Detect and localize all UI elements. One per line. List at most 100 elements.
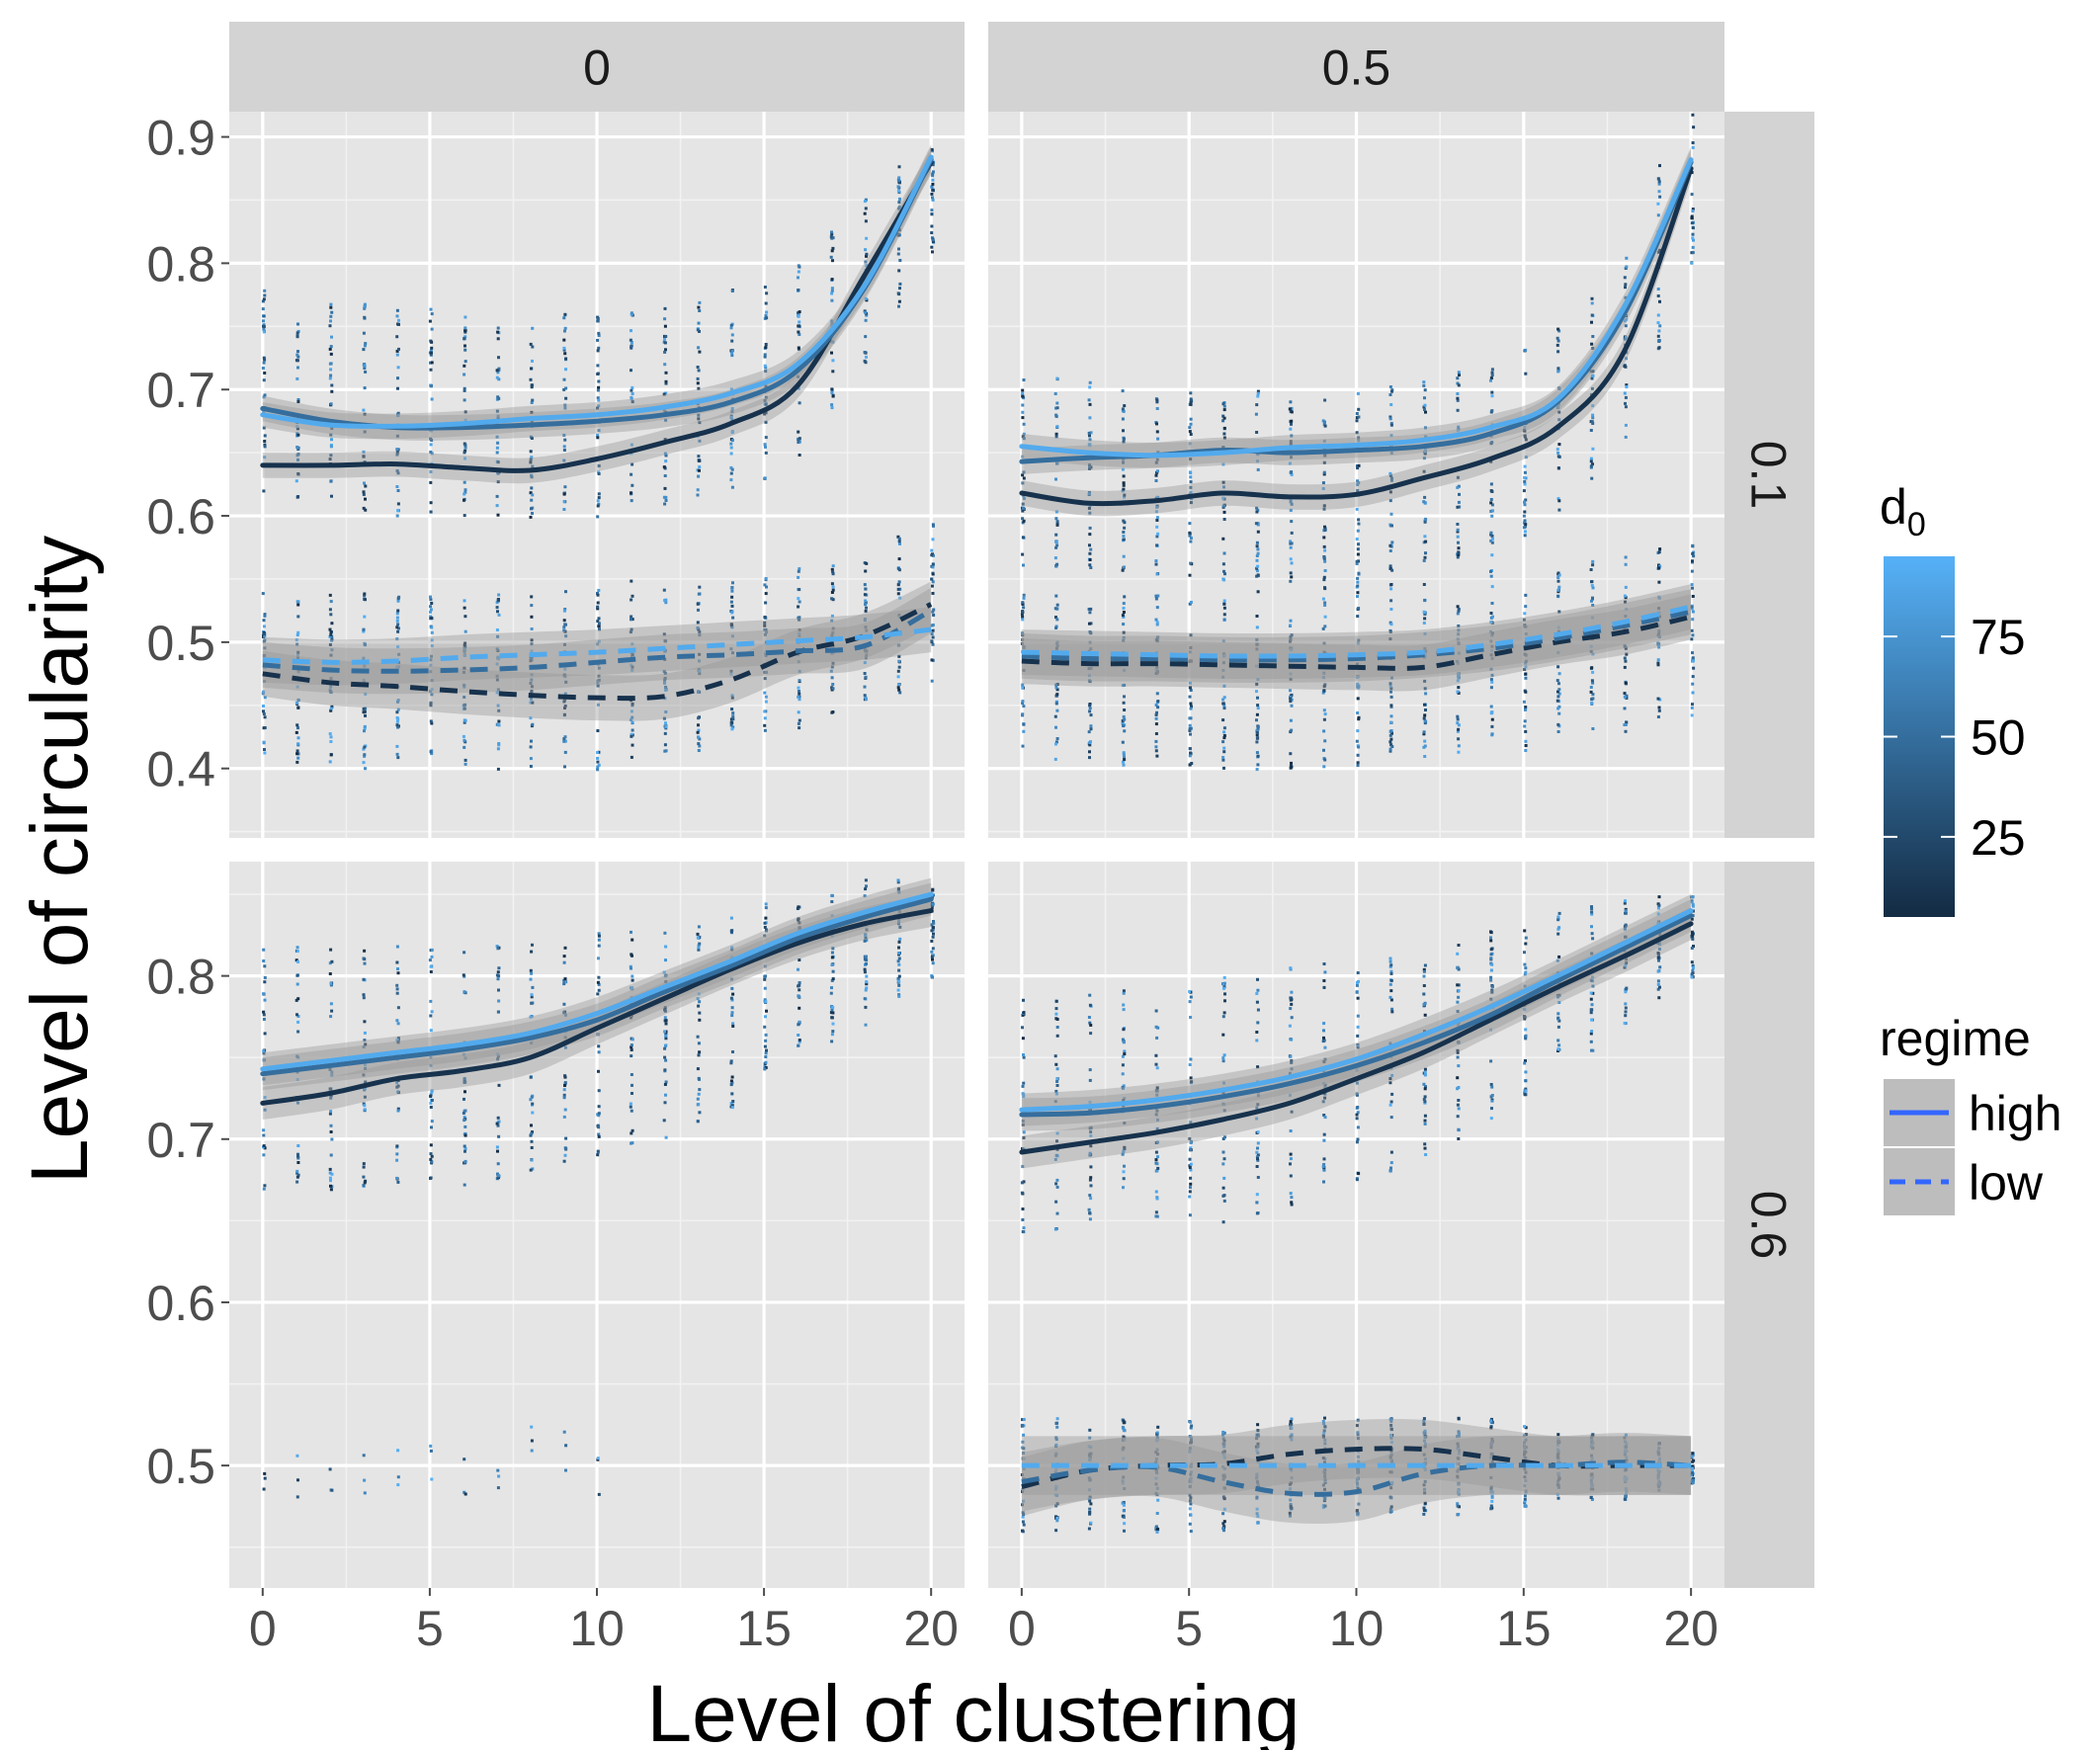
scatter-point [463, 1131, 467, 1135]
scatter-point [1591, 586, 1595, 590]
scatter-point [1256, 988, 1260, 992]
scatter-point [663, 974, 667, 978]
scatter-point [363, 412, 367, 416]
scatter-point [329, 1124, 333, 1127]
scatter-point [830, 298, 834, 302]
scatter-point [1155, 572, 1159, 576]
scatter-point [1255, 1193, 1259, 1197]
scatter-point [430, 1154, 434, 1158]
scatter-point [1658, 698, 1662, 702]
scatter-point [1356, 1418, 1360, 1422]
scatter-point [1054, 1089, 1058, 1093]
scatter-point [798, 333, 801, 336]
scatter-point [1557, 692, 1561, 696]
scatter-point [263, 1471, 267, 1475]
scatter-point [1121, 1085, 1125, 1089]
scatter-point [1021, 1520, 1025, 1524]
scatter-point [829, 991, 833, 995]
scatter-point [698, 309, 702, 312]
facet-panel-0.5-0.6 [988, 862, 1724, 1588]
scatter-point [597, 1044, 601, 1048]
scatter-point [1222, 1439, 1226, 1443]
scatter-point [898, 282, 902, 286]
scatter-point [462, 599, 466, 603]
scatter-point [1591, 604, 1595, 607]
scatter-point [1490, 1459, 1494, 1463]
scatter-point [1088, 416, 1092, 420]
scatter-point [865, 355, 868, 359]
scatter-point [1489, 1441, 1493, 1445]
scatter-point [362, 627, 366, 631]
scatter-point [1556, 402, 1560, 406]
scatter-point [798, 567, 801, 571]
scatter-point [1489, 498, 1493, 501]
scatter-point [1289, 677, 1293, 681]
scatter-point [1589, 1040, 1593, 1043]
scatter-point [362, 1162, 366, 1166]
scatter-point [1590, 1457, 1594, 1460]
scatter-point [1657, 642, 1661, 646]
scatter-point [1389, 403, 1393, 406]
scatter-point [396, 725, 400, 729]
scatter-point [1625, 697, 1629, 700]
scatter-point [462, 498, 465, 502]
scatter-point [663, 1006, 667, 1010]
scatter-point [831, 1006, 835, 1010]
scatter-point [295, 1454, 299, 1458]
scatter-point [597, 1089, 601, 1093]
scatter-point [1088, 533, 1092, 537]
scatter-point [1322, 536, 1326, 540]
scatter-point [496, 1468, 500, 1472]
scatter-point [531, 464, 535, 468]
scatter-point [1623, 627, 1627, 631]
scatter-point [1423, 1465, 1427, 1469]
scatter-point [1357, 415, 1361, 419]
scatter-point [263, 358, 267, 362]
scatter-point [1623, 656, 1627, 660]
scatter-point [1222, 432, 1226, 436]
scatter-point [1221, 446, 1225, 450]
scatter-point [698, 300, 702, 304]
scatter-point [295, 685, 299, 689]
scatter-point [1423, 1479, 1427, 1483]
scatter-point [329, 1094, 333, 1098]
scatter-point [1423, 719, 1427, 723]
scatter-point [1288, 461, 1292, 465]
scatter-point [1555, 406, 1559, 409]
scatter-point [1255, 637, 1259, 641]
scatter-point [1658, 615, 1661, 619]
scatter-point [1490, 368, 1494, 372]
scatter-point [1222, 1520, 1226, 1524]
scatter-point [330, 335, 333, 339]
scatter-point [1223, 1135, 1226, 1139]
strip-label: 0 [583, 41, 611, 96]
scatter-point [1489, 653, 1493, 657]
scatter-point [930, 975, 934, 979]
scatter-point [1489, 509, 1493, 513]
scatter-point [1256, 467, 1260, 471]
scatter-point [1020, 642, 1024, 645]
scatter-point [931, 189, 935, 192]
scatter-point [496, 1116, 500, 1120]
scatter-point [262, 1077, 266, 1081]
y-tick-label: 0.4 [146, 742, 215, 797]
scatter-point [663, 341, 667, 345]
scatter-point [429, 704, 433, 708]
scatter-point [1657, 903, 1661, 907]
scatter-point [263, 443, 267, 447]
scatter-point [531, 345, 535, 349]
scatter-point [697, 1103, 701, 1107]
scatter-point [1089, 1165, 1093, 1169]
scatter-point [1423, 1436, 1427, 1440]
scatter-point [1222, 1109, 1226, 1113]
scatter-point [1189, 1513, 1193, 1517]
scatter-point [1390, 1092, 1394, 1096]
scatter-point [1290, 1060, 1294, 1064]
scatter-point [529, 377, 533, 381]
scatter-point [1457, 632, 1461, 636]
scatter-point [1456, 396, 1460, 400]
scatter-point [530, 1124, 533, 1127]
scatter-point [1021, 435, 1025, 439]
x-tick-label: 10 [1329, 1601, 1385, 1656]
scatter-point [1055, 562, 1059, 566]
